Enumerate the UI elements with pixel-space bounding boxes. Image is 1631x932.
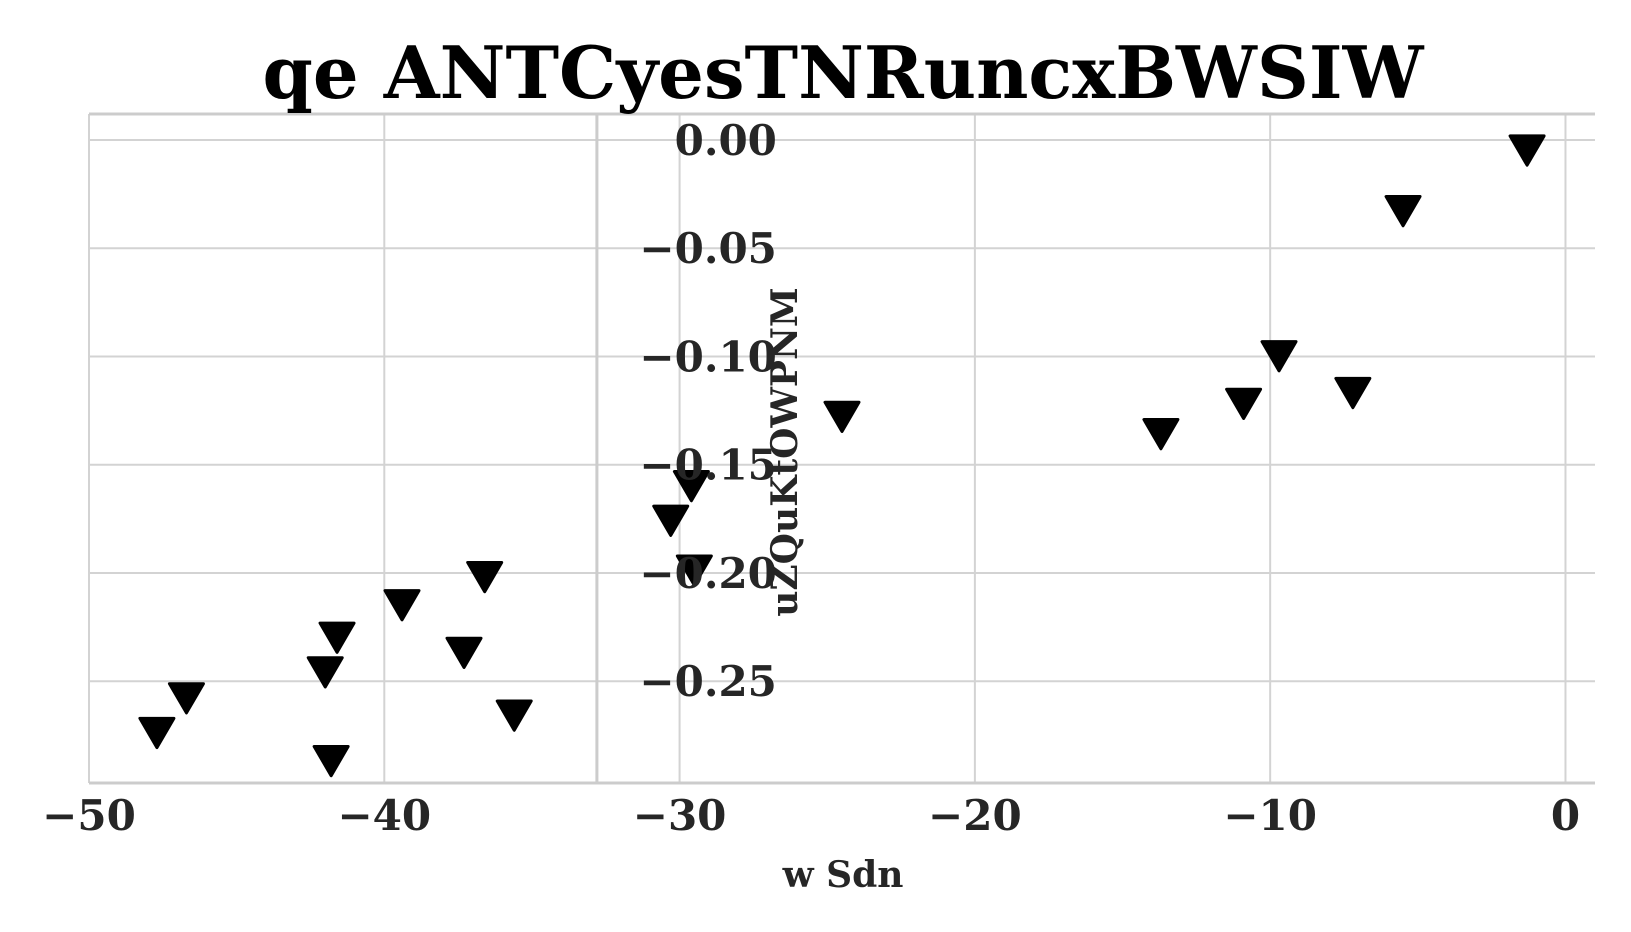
data-point — [312, 744, 350, 778]
x-tick-label: −40 — [337, 791, 431, 840]
data-point — [1334, 376, 1372, 410]
y-axis-label: uZQuKtOWPNM — [764, 287, 806, 617]
data-point — [823, 400, 861, 433]
data-point — [318, 621, 356, 654]
data-point — [495, 699, 533, 732]
data-point — [466, 560, 504, 594]
x-tick-label: −50 — [42, 791, 136, 840]
grid-lines — [88, 114, 1595, 783]
x-tick-label: −20 — [928, 791, 1022, 840]
data-point — [672, 470, 710, 503]
data-point — [675, 554, 713, 587]
y-tick-label: −0.25 — [639, 657, 776, 706]
x-tick-label: 0 — [1551, 791, 1580, 840]
data-point — [1225, 387, 1263, 420]
y-tick-label: −0.10 — [639, 332, 776, 381]
tick-labels: −50 −40 −30 −20 −10 0 0.00 −0.05 −0.10 −0.15 −0.20… — [42, 116, 1580, 840]
data-point — [1142, 418, 1180, 451]
data-point — [138, 716, 176, 750]
x-tick-label: −10 — [1223, 791, 1317, 840]
data-point — [167, 682, 205, 715]
y-tick-label: 0.00 — [675, 116, 777, 165]
data-points — [138, 134, 1546, 778]
data-point — [1260, 340, 1298, 373]
data-point — [1508, 134, 1546, 167]
data-point — [1384, 195, 1422, 228]
y-tick-label: −0.05 — [639, 224, 776, 273]
y-tick-label: −0.15 — [639, 441, 776, 490]
data-point — [383, 589, 421, 622]
data-point — [306, 656, 344, 689]
chart-title: qe ANTCyesTNRuncxBWSIW — [263, 30, 1425, 115]
axes-spines — [89, 112, 1595, 785]
x-tick-label: −30 — [633, 791, 727, 840]
data-point — [445, 636, 483, 669]
x-axis-label: w Sdn — [782, 854, 904, 896]
y-tick-label: −0.20 — [639, 549, 776, 598]
data-point — [652, 504, 690, 537]
